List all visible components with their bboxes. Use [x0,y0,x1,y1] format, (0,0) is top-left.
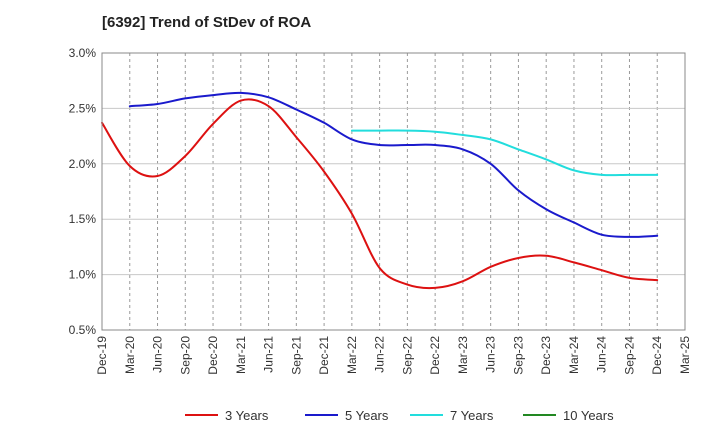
x-tick-label: Jun-20 [151,336,165,373]
x-tick-label: Dec-21 [317,336,331,375]
x-tick-label: Sep-22 [400,336,414,375]
x-tick-label: Mar-22 [345,336,359,374]
legend-label-10-years: 10 Years [563,408,614,423]
x-tick-label: Jun-23 [484,336,498,373]
x-tick-label: Sep-23 [511,336,525,375]
y-tick-label: 0.5% [69,323,97,337]
series-layer [101,91,659,290]
series-line-5-years [128,91,659,238]
axis-layer: 0.5% 1.0% 1.5% 2.0% 2.5% 3.0% Dec-19 Mar-20 Jun-… [69,46,692,375]
grid-layer [102,53,685,330]
y-tick-label: 3.0% [69,46,97,60]
x-tick-label: Jun-22 [373,336,387,373]
legend: 3 Years 5 Years 7 Years 10 Years [185,408,614,423]
chart-title: [6392] Trend of StDev of ROA [102,14,312,31]
x-tick-label: Sep-21 [289,336,303,375]
legend-label-3-years: 3 Years [225,408,269,423]
x-tick-label: Sep-24 [622,336,636,375]
x-tick-label: Mar-20 [123,336,137,374]
x-tick-label: Jun-24 [595,336,609,373]
y-tick-label: 1.0% [69,268,97,282]
y-tick-label: 1.5% [69,212,97,226]
x-tick-label: Dec-24 [650,336,664,375]
x-tick-label: Sep-20 [178,336,192,375]
plot-frame [101,52,686,331]
y-tick-label: 2.0% [69,157,97,171]
x-tick-label: Jun-21 [262,336,276,373]
x-tick-label: Mar-23 [456,336,470,374]
legend-label-7-years: 7 Years [450,408,494,423]
legend-label-5-years: 5 Years [345,408,389,423]
x-tick-label: Mar-21 [234,336,248,374]
x-tick-label: Dec-20 [206,336,220,375]
x-tick-label: Mar-25 [678,336,692,374]
y-tick-label: 2.5% [69,101,97,115]
x-tick-label: Dec-23 [539,336,553,375]
series-line-3-years [101,98,659,290]
x-tick-label: Dec-19 [95,336,109,375]
series-line-7-years [350,129,659,177]
x-tick-label: Mar-24 [567,336,581,374]
x-tick-label: Dec-22 [428,336,442,375]
